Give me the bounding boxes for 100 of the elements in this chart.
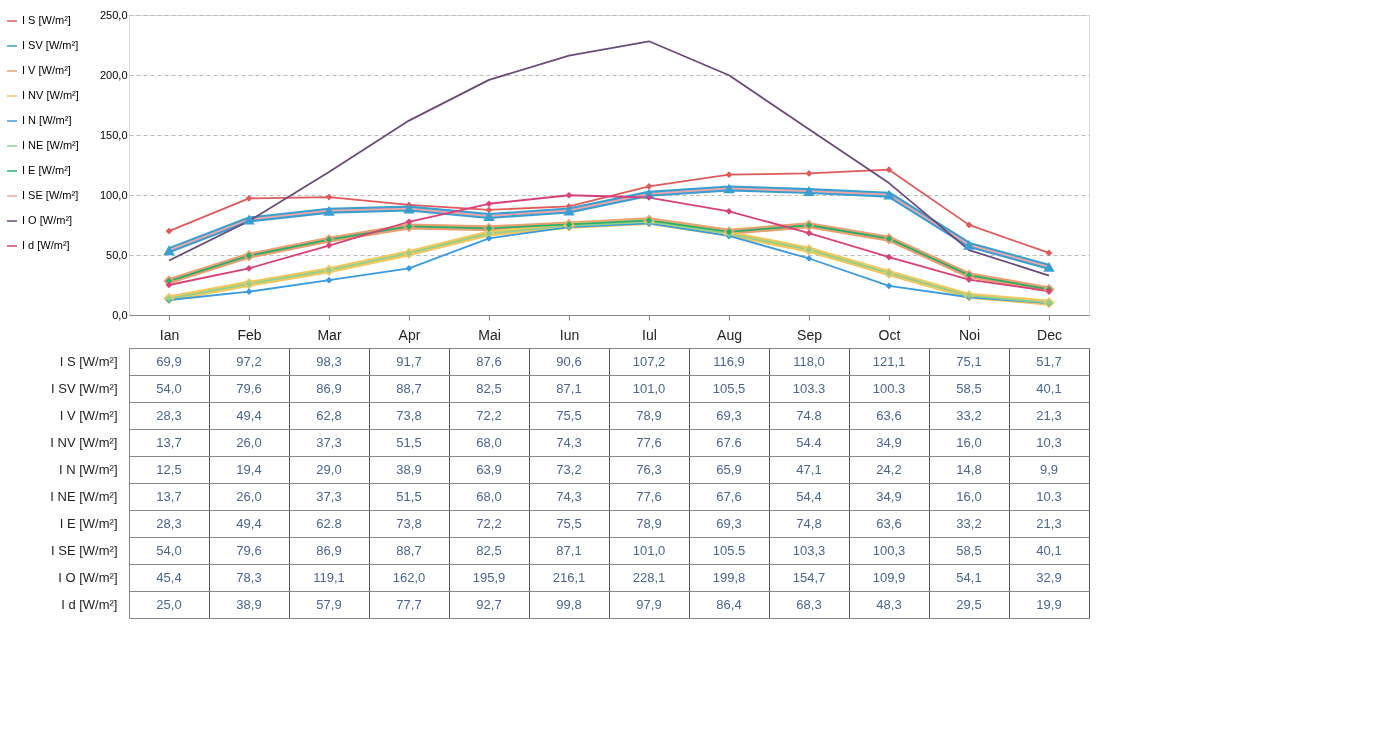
data-label: 103.3	[792, 380, 826, 396]
data-label: 54,1	[956, 569, 982, 585]
data-label: 77,6	[636, 434, 662, 450]
data-label: 9,9	[1039, 461, 1059, 477]
x-tick-label: Feb	[237, 326, 262, 343]
data-label: 79,6	[236, 380, 262, 396]
data-label: 51,5	[396, 434, 422, 450]
legend-label: I NE [W/m²]	[22, 139, 79, 151]
data-label: 97,9	[636, 596, 662, 612]
data-label: 77,7	[396, 596, 422, 612]
data-label: 62.8	[316, 515, 342, 531]
data-label: 69,3	[716, 407, 742, 423]
data-label: 62,8	[316, 407, 342, 423]
data-label: 34,9	[876, 434, 902, 450]
data-label: 38,9	[396, 461, 422, 477]
data-label: 78,3	[236, 569, 262, 585]
y-tick-label: 200,0	[99, 68, 128, 81]
legend-label: I SE [W/m²]	[22, 189, 79, 201]
data-label: 25,0	[156, 596, 182, 612]
legend-label: I d [W/m²]	[22, 239, 70, 251]
data-label: 87,6	[476, 353, 502, 369]
y-tick-label: 50,0	[106, 248, 128, 261]
y-tick-label: 250,0	[99, 8, 128, 21]
x-tick-label: Noi	[958, 326, 981, 343]
data-label: 54,4	[796, 488, 822, 504]
data-label: 119,1	[313, 569, 345, 585]
data-label: 75,1	[956, 353, 982, 369]
x-tick-label: Ian	[159, 326, 180, 343]
data-label: 45,4	[156, 569, 182, 585]
data-label: 12,5	[156, 461, 182, 477]
data-label: 97,2	[236, 353, 262, 369]
data-label: 68,0	[476, 488, 502, 504]
data-label: 63,9	[476, 461, 502, 477]
x-tick-label: Dec	[1037, 326, 1062, 343]
data-label: 72,2	[476, 515, 502, 531]
data-label: 21,3	[1036, 407, 1062, 423]
data-label: 51,5	[396, 488, 422, 504]
data-label: 48,3	[876, 596, 902, 612]
data-label: 14,8	[956, 461, 982, 477]
text: I NE [W/m²]	[50, 489, 118, 504]
data-label: 118,0	[793, 353, 825, 369]
data-label: 75,5	[556, 407, 582, 423]
data-label: 154,7	[792, 569, 826, 585]
data-label: 74,3	[556, 434, 582, 450]
data-label: 195,9	[472, 569, 506, 585]
text: I N [W/m²]	[59, 462, 118, 477]
data-label: 82,5	[476, 542, 502, 558]
data-label: 16,0	[956, 488, 982, 504]
data-label: 73,8	[396, 407, 422, 423]
data-label: 34,9	[876, 488, 902, 504]
data-label: 101,0	[632, 380, 666, 396]
x-tick-label: Aug	[717, 326, 742, 343]
legend-label: I E [W/m²]	[22, 164, 71, 176]
data-label: 121,1	[872, 353, 906, 369]
data-label: 73,8	[396, 515, 422, 531]
data-label: 26,0	[236, 488, 262, 504]
data-label: 54,0	[156, 380, 182, 396]
text: I E [W/m²]	[59, 516, 118, 531]
data-label: 40,1	[1036, 380, 1062, 396]
text: I SE [W/m²]	[51, 543, 118, 558]
data-label: 75,5	[556, 515, 582, 531]
data-label: 76,3	[636, 461, 662, 477]
data-label: 109,9	[872, 569, 906, 585]
data-label: 63,6	[876, 515, 902, 531]
data-label: 88,7	[396, 542, 422, 558]
x-tick-label: Iul	[642, 326, 657, 343]
y-tick-label: 0,0	[112, 308, 128, 321]
data-label: 29,5	[956, 596, 982, 612]
data-label: 74,3	[556, 488, 582, 504]
x-tick-label: Apr	[398, 326, 421, 343]
data-label: 65,9	[716, 461, 742, 477]
legend-label: I O [W/m²]	[22, 214, 73, 226]
data-label: 105.5	[712, 542, 746, 558]
data-label: 33,2	[956, 407, 982, 423]
text: I SV [W/m²]	[51, 381, 118, 396]
data-label: 49,4	[236, 407, 262, 423]
x-tick-label: Iun	[559, 326, 580, 343]
data-label: 101,0	[632, 542, 666, 558]
data-label: 91,7	[396, 353, 422, 369]
data-label: 69,3	[716, 515, 742, 531]
x-tick-label: Mai	[478, 326, 501, 343]
text: I d [W/m²]	[61, 597, 118, 612]
data-label: 74.8	[796, 407, 822, 423]
data-label: 21,3	[1036, 515, 1062, 531]
legend-label: I NV [W/m²]	[22, 89, 79, 101]
data-label: 73,2	[556, 461, 582, 477]
data-label: 57,9	[316, 596, 342, 612]
text: I NV [W/m²]	[50, 435, 118, 450]
data-label: 16,0	[956, 434, 982, 450]
data-label: 37,3	[316, 488, 342, 504]
x-tick-label: Mar	[317, 326, 342, 343]
data-label: 58,5	[956, 542, 982, 558]
data-label: 19,4	[236, 461, 262, 477]
legend-label: I S [W/m²]	[22, 14, 71, 26]
data-label: 87,1	[556, 542, 582, 558]
x-tick-label: Oct	[878, 326, 901, 343]
data-label: 86,9	[316, 380, 342, 396]
data-label: 54.4	[796, 434, 822, 450]
legend-label: I V [W/m²]	[22, 64, 71, 76]
data-label: 77,6	[636, 488, 662, 504]
